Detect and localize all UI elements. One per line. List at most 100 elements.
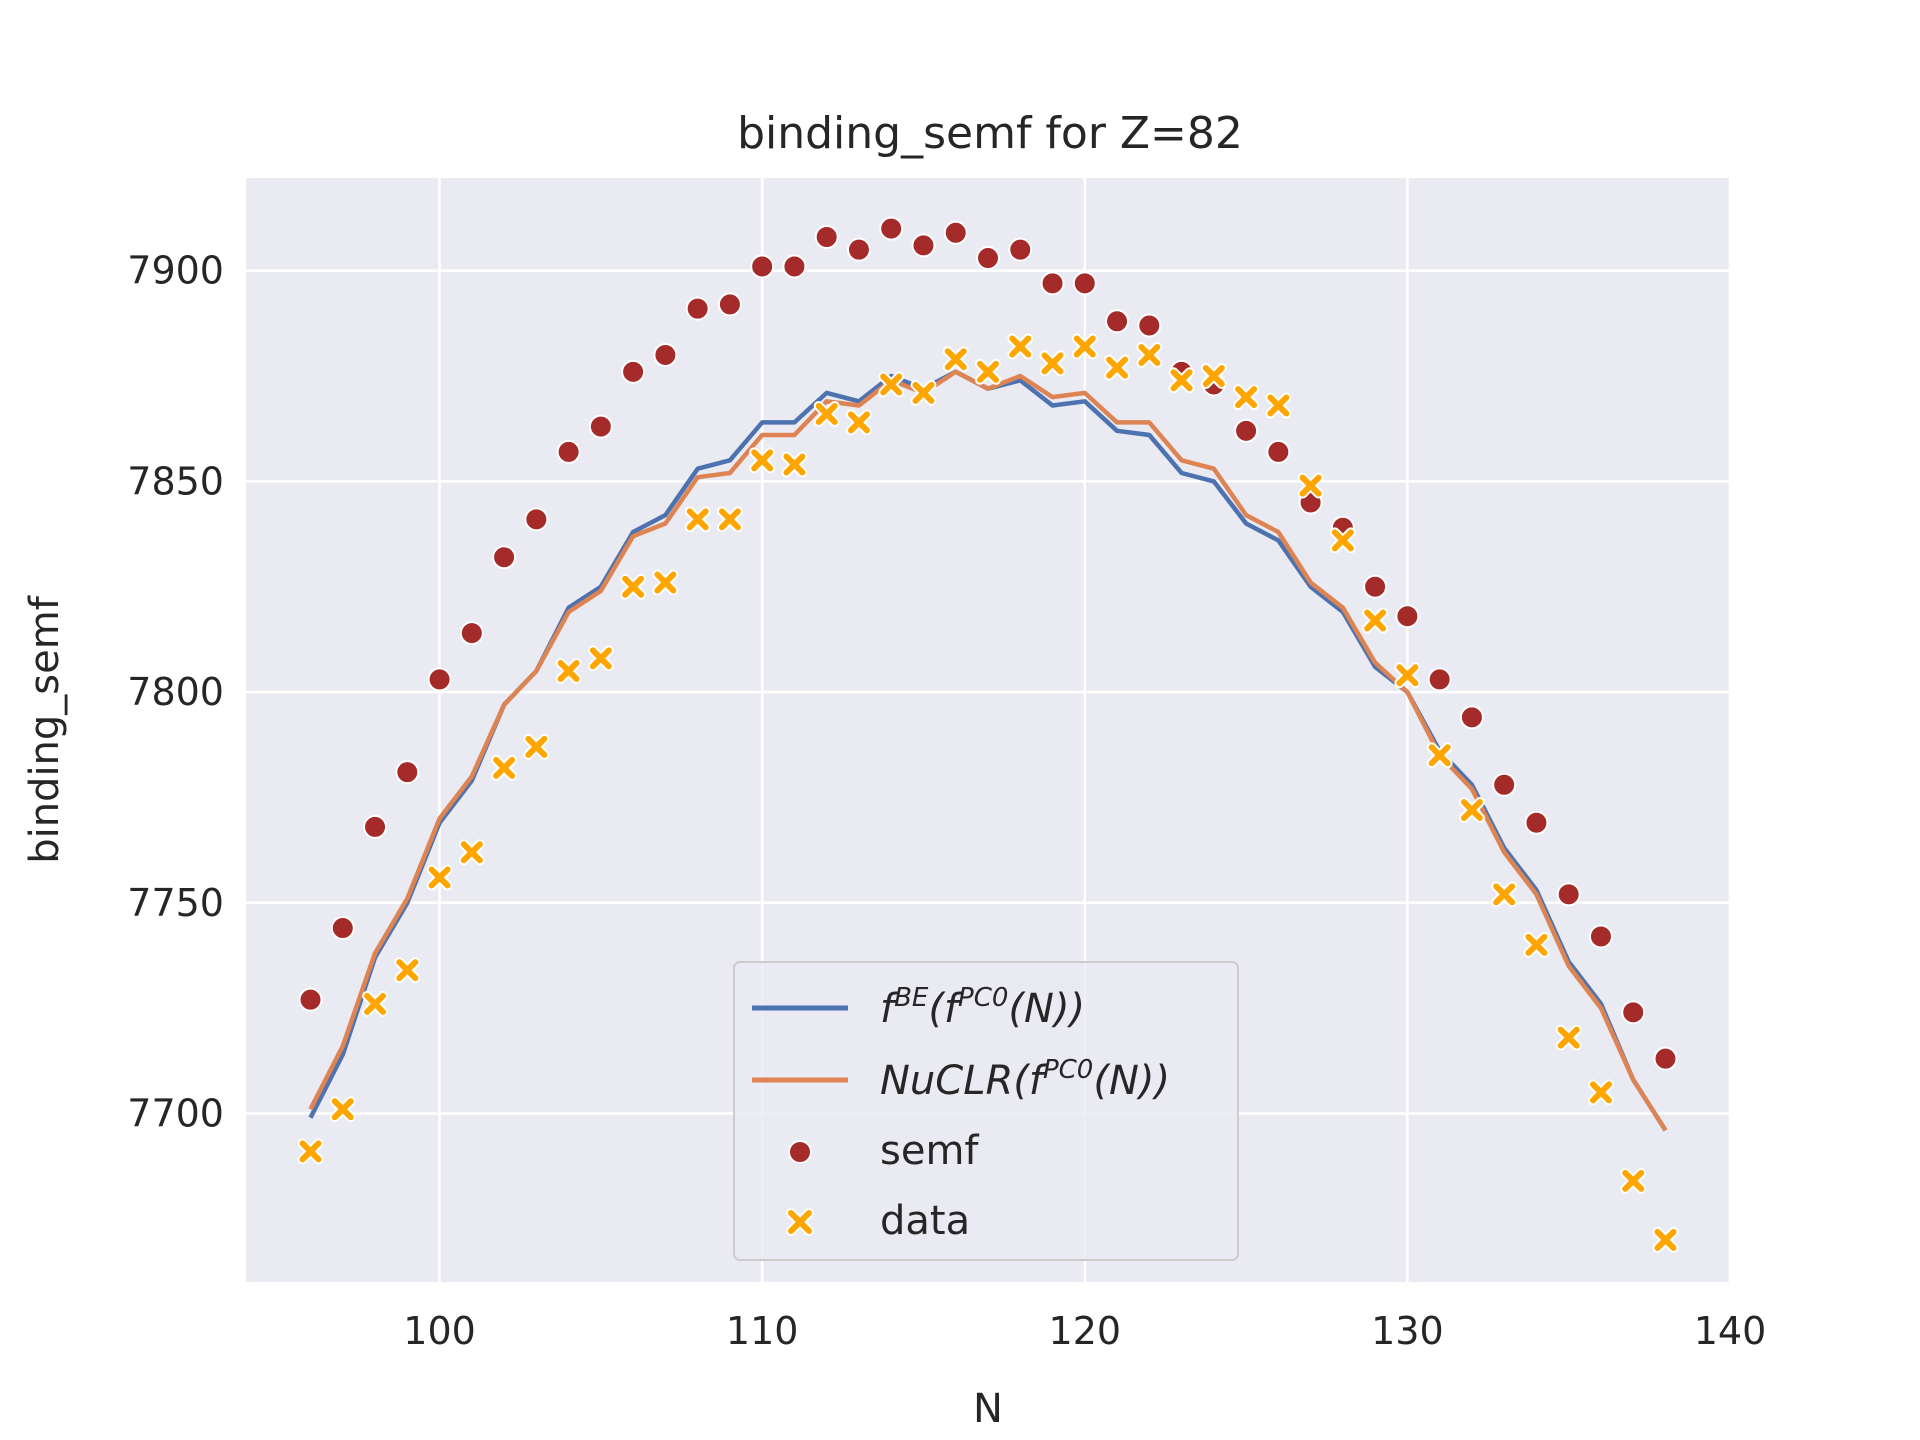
- data-point: [1652, 1226, 1679, 1253]
- chart-title: binding_semf for Z=82: [737, 108, 1243, 159]
- x-tick-label: 100: [403, 1309, 476, 1353]
- data-point: [297, 1138, 324, 1165]
- legend: fBE(fPC0(N)) NuCLR(fPC0(N)) semf data: [733, 961, 1239, 1261]
- semf-point: [621, 359, 646, 384]
- data-point: [1394, 662, 1421, 689]
- y-tick-label: 7850: [127, 459, 224, 503]
- data-point: [362, 990, 389, 1017]
- data-point: [587, 645, 614, 672]
- data-point: [749, 447, 776, 474]
- x-tick-label: 110: [726, 1309, 799, 1353]
- data-point: [1168, 367, 1195, 394]
- data-point: [426, 864, 453, 891]
- data-point: [1426, 742, 1453, 769]
- x-tick-label: 120: [1049, 1309, 1122, 1353]
- semf-point: [1363, 574, 1388, 599]
- semf-point: [427, 667, 452, 692]
- data-point: [781, 451, 808, 478]
- semf-point: [911, 233, 936, 258]
- semf-point: [653, 342, 678, 367]
- data-point: [1587, 1079, 1614, 1106]
- data-point: [845, 409, 872, 436]
- y-tick-label: 7900: [127, 249, 224, 293]
- semf-point: [1653, 1046, 1678, 1071]
- semf-point: [976, 246, 1000, 271]
- tick-labels: 100 110 120 130 140 7700 7750 7800 7850 7900: [127, 249, 1766, 1353]
- data-point: [1071, 333, 1098, 360]
- legend-label-nuclr: NuCLR(fPC0(N)): [880, 1055, 1170, 1104]
- semf-point: [879, 216, 904, 241]
- data-point: [1200, 363, 1227, 390]
- y-tick-label: 7750: [127, 881, 224, 925]
- data-point: [1362, 607, 1389, 634]
- data-point: [652, 569, 679, 596]
- x-tick-label: 130: [1371, 1309, 1444, 1353]
- semf-point: [588, 414, 613, 439]
- data-point: [813, 400, 840, 427]
- data-point: [1007, 333, 1034, 360]
- x-tick-label: 140: [1694, 1309, 1767, 1353]
- data-point: [1329, 527, 1356, 554]
- semf-point: [1588, 924, 1613, 949]
- legend-label-fbe: fBE(fPC0(N)): [880, 983, 1085, 1032]
- semf-point: [750, 254, 775, 279]
- y-axis-label: binding_semf: [22, 595, 68, 864]
- semf-point: [1040, 271, 1065, 296]
- semf-point: [782, 254, 807, 279]
- series-points-semf: [298, 216, 1678, 1071]
- data-point: [1458, 797, 1485, 824]
- y-tick-label: 7800: [127, 670, 224, 714]
- semf-point: [459, 621, 484, 646]
- semf-point: [363, 814, 388, 839]
- semf-point: [717, 292, 742, 317]
- semf-point: [943, 220, 968, 245]
- data-point: [620, 573, 647, 600]
- data-point: [716, 506, 743, 533]
- data-point: [1491, 881, 1518, 908]
- legend-label-data: data: [880, 1198, 970, 1244]
- data-point: [491, 754, 518, 781]
- data-point: [1555, 1024, 1582, 1051]
- semf-point: [1524, 810, 1549, 835]
- legend-swatch-data: [786, 1208, 814, 1236]
- legend-swatch-semf: [788, 1140, 812, 1164]
- semf-point: [330, 916, 355, 941]
- semf-point: [556, 439, 581, 464]
- semf-point: [685, 296, 710, 321]
- x-axis-label: N: [973, 1386, 1003, 1432]
- data-point: [1104, 354, 1131, 381]
- data-point: [684, 506, 711, 533]
- semf-point: [1492, 772, 1517, 797]
- semf-point: [492, 545, 517, 570]
- data-point: [975, 358, 1001, 385]
- data-point: [910, 379, 937, 406]
- semf-point: [1234, 418, 1259, 443]
- series-points-data: [297, 333, 1679, 1253]
- legend-box: [733, 961, 1239, 1261]
- semf-point: [1427, 667, 1452, 692]
- data-point: [1620, 1167, 1647, 1194]
- semf-point: [1266, 439, 1291, 464]
- semf-point: [1008, 237, 1033, 262]
- y-tick-label: 7700: [127, 1091, 224, 1135]
- semf-point: [1459, 705, 1484, 730]
- data-point: [1297, 472, 1324, 499]
- semf-point: [814, 224, 839, 249]
- data-point: [1523, 931, 1550, 958]
- data-point: [458, 839, 485, 866]
- data-point: [555, 658, 582, 685]
- data-point: [394, 957, 421, 984]
- semf-point: [395, 760, 420, 785]
- data-point: [942, 346, 969, 373]
- semf-point: [1621, 1000, 1646, 1025]
- semf-point: [1556, 882, 1581, 907]
- semf-point: [1395, 604, 1420, 629]
- legend-label-semf: semf: [880, 1128, 979, 1174]
- semf-point: [298, 987, 323, 1012]
- semf-point: [1137, 313, 1162, 338]
- data-point: [1039, 350, 1066, 377]
- series-layer: [297, 216, 1679, 1253]
- semf-point: [1105, 309, 1130, 334]
- semf-point: [1072, 271, 1097, 296]
